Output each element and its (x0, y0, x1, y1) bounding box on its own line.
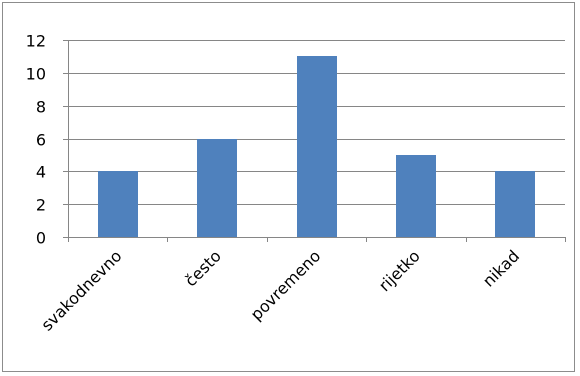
bar (396, 155, 436, 237)
x-tick-label: svakodnevno (37, 246, 125, 334)
y-tick-label: 2 (36, 196, 46, 215)
x-tick-label: često (181, 246, 225, 290)
axes (63, 40, 566, 242)
bar (297, 56, 337, 237)
y-tick-label: 6 (36, 131, 46, 150)
x-tick-labels: svakodnevno često povremeno rijetko nikad (37, 246, 523, 334)
bar (495, 171, 535, 237)
y-tick-label: 12 (26, 32, 46, 51)
y-tick-label: 0 (36, 229, 46, 248)
x-tick-label: rijetko (375, 246, 424, 295)
x-tick-label: nikad (479, 246, 523, 290)
bar (197, 139, 237, 238)
y-tick-labels: 0 2 4 6 8 10 12 (26, 32, 46, 248)
y-tick-label: 4 (36, 163, 46, 182)
bar (98, 171, 138, 237)
bars (98, 56, 535, 238)
x-tick-label: povremeno (247, 246, 325, 324)
y-tick-label: 10 (26, 65, 46, 84)
chart-frame (2, 2, 575, 372)
y-tick-label: 8 (36, 98, 46, 117)
